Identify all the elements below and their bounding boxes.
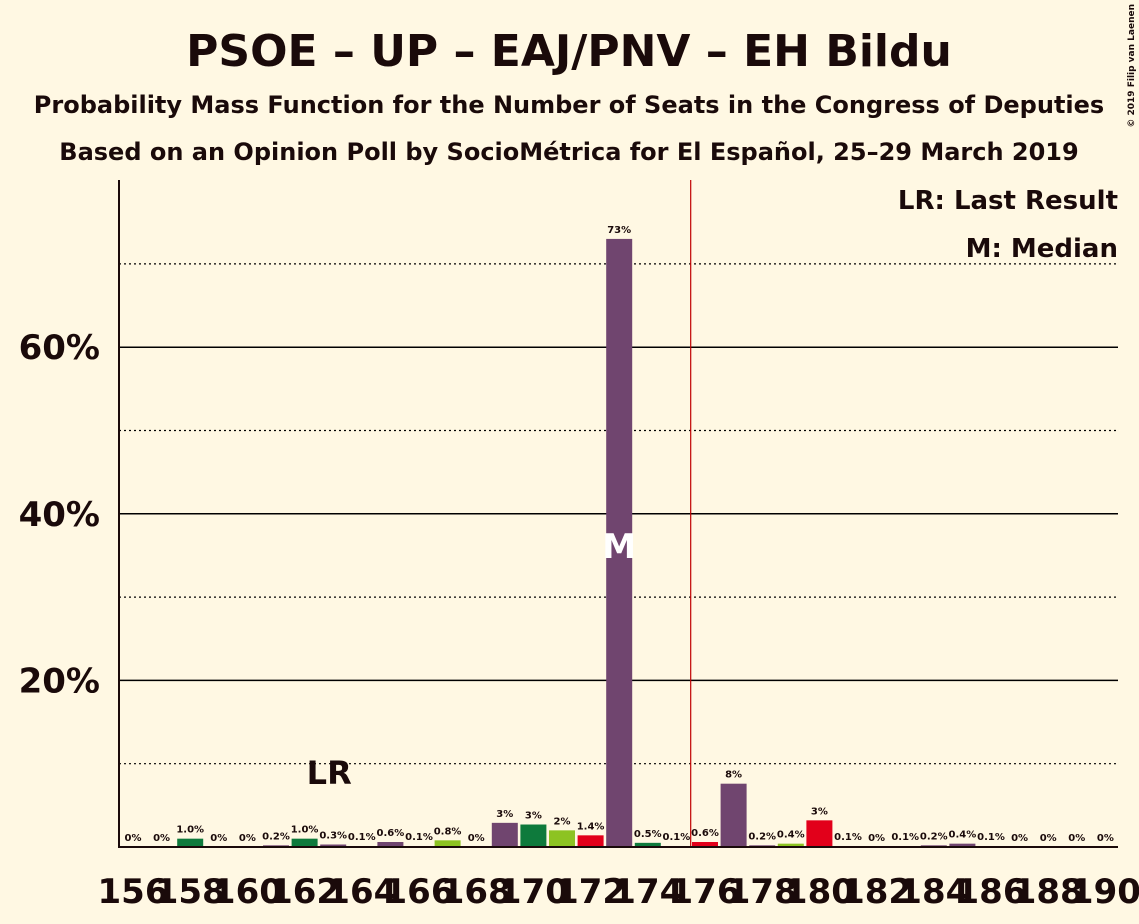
x-tick-label: 182 — [841, 872, 912, 912]
data-labels: 0% 0%1.0%0% 0% 0.2%1.0%0.3% 0.1% 0.6% 0.1%0.8%… — [125, 225, 1114, 844]
data-label-156: 0% — [125, 833, 142, 844]
bars — [177, 238, 1004, 847]
data-label-177: 8% — [725, 770, 742, 781]
x-tick-label: 172 — [555, 872, 626, 912]
bar-158 — [177, 838, 204, 847]
y-tick-label: 60% — [19, 328, 100, 368]
bar-180 — [806, 820, 833, 847]
data-label-158: 1.0% — [176, 825, 204, 836]
x-tick-label: 176 — [670, 872, 741, 912]
data-label-167: 0.8% — [434, 826, 462, 837]
data-label-164: 0.1% — [348, 832, 376, 843]
data-label-157: 0% — [153, 833, 170, 844]
data-label-172: 1.4% — [577, 821, 605, 832]
x-tick-label: 178 — [727, 872, 798, 912]
data-label-166: 0.1% — [405, 832, 433, 843]
data-label-170: 3% — [525, 811, 542, 822]
chart-title: PSOE – UP – EAJ/PNV – EH Bildu — [186, 26, 952, 77]
data-label-165: 0.6% — [377, 828, 405, 839]
data-label-168: 0% — [468, 833, 485, 844]
x-tick-label: 166 — [384, 872, 455, 912]
data-label-162: 1.0% — [291, 825, 319, 836]
data-label-175: 0.1% — [663, 832, 691, 843]
x-tick-label: 158 — [155, 872, 226, 912]
x-tick-label: 164 — [326, 872, 397, 912]
data-label-173: 73% — [607, 225, 631, 236]
data-label-190: 0% — [1097, 833, 1114, 844]
data-label-161: 0.2% — [262, 831, 290, 842]
data-label-171: 2% — [554, 816, 571, 827]
bar-173 — [606, 238, 633, 847]
x-tick-label: 190 — [1070, 872, 1139, 912]
data-label-187: 0% — [1011, 833, 1028, 844]
data-label-188: 0% — [1040, 833, 1057, 844]
data-label-180: 3% — [811, 806, 828, 817]
data-label-176: 0.6% — [691, 828, 719, 839]
data-label-169: 3% — [496, 809, 513, 820]
data-label-183: 0.1% — [891, 832, 919, 843]
x-tick-label: 162 — [269, 872, 340, 912]
x-tick-label: 174 — [612, 872, 683, 912]
bar-174 — [634, 842, 661, 847]
data-label-185: 0.4% — [949, 830, 977, 841]
bar-170 — [520, 824, 547, 847]
data-label-159: 0% — [210, 833, 227, 844]
data-label-182: 0% — [868, 833, 885, 844]
data-label-186: 0.1% — [977, 832, 1005, 843]
x-tick-label: 168 — [441, 872, 512, 912]
data-label-181: 0.1% — [834, 832, 862, 843]
x-tick-label: 186 — [956, 872, 1027, 912]
x-tick-label: 188 — [1013, 872, 1084, 912]
data-label-179: 0.4% — [777, 830, 805, 841]
x-tick-label: 180 — [784, 872, 855, 912]
chart-subtitle: Probability Mass Function for the Number… — [34, 91, 1104, 119]
bar-179 — [777, 843, 804, 847]
x-tick-label: 156 — [98, 872, 169, 912]
bar-177 — [720, 783, 747, 847]
bar-169 — [491, 822, 518, 847]
bar-162 — [291, 838, 318, 847]
data-label-178: 0.2% — [748, 831, 776, 842]
data-label-174: 0.5% — [634, 829, 662, 840]
legend-median: M: Median — [966, 234, 1118, 264]
y-tick-label: 20% — [19, 661, 100, 701]
x-tick-label: 160 — [212, 872, 283, 912]
x-tick-label: 170 — [498, 872, 569, 912]
y-axis-ticks: 20% 40% 60% — [19, 328, 100, 701]
bar-163 — [320, 844, 347, 847]
chart-subtitle-2: Based on an Opinion Poll by SocioMétrica… — [59, 138, 1078, 166]
data-label-163: 0.3% — [319, 831, 347, 842]
bar-165 — [377, 842, 404, 847]
y-tick-label: 40% — [19, 495, 100, 535]
last-result-marker: LR — [307, 754, 352, 792]
data-label-184: 0.2% — [920, 831, 948, 842]
bar-167 — [434, 840, 461, 847]
bar-176 — [692, 842, 718, 847]
bar-172 — [577, 835, 604, 847]
median-marker: M — [602, 527, 636, 567]
bar-185 — [949, 843, 976, 847]
data-label-160: 0% — [239, 833, 256, 844]
x-tick-label: 184 — [898, 872, 969, 912]
legend-last-result: LR: Last Result — [898, 186, 1118, 216]
x-axis-ticks: 1561581601621641661681701721741761781801… — [98, 872, 1139, 912]
bar-171 — [549, 830, 575, 847]
data-label-189: 0% — [1068, 833, 1085, 844]
copyright-text: © 2019 Filip van Laenen — [1127, 4, 1137, 128]
